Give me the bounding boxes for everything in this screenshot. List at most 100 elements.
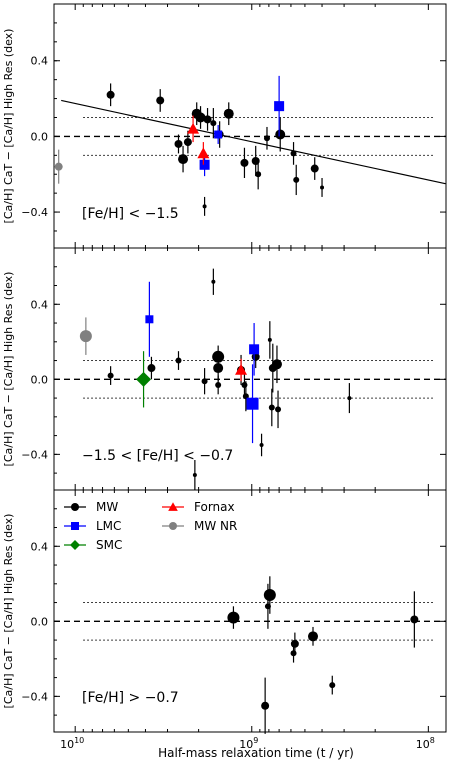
data-point	[271, 345, 282, 384]
point-marker	[106, 90, 115, 99]
point-marker	[308, 631, 319, 642]
legend-label: SMC	[96, 538, 122, 552]
y-tick-label: −0.4	[21, 690, 48, 703]
y-tick-label: 0.0	[31, 130, 49, 143]
point-marker	[178, 154, 189, 165]
point-marker	[147, 364, 156, 373]
data-point	[249, 323, 260, 376]
data-point	[241, 373, 248, 397]
data-point	[263, 576, 276, 614]
data-point	[308, 626, 319, 646]
point-marker	[290, 639, 299, 648]
data-point	[246, 364, 259, 444]
point-marker	[275, 129, 286, 140]
point-marker	[192, 472, 197, 477]
data-point	[261, 677, 270, 734]
point-marker	[54, 162, 63, 171]
fit-line	[61, 99, 446, 185]
point-marker	[268, 404, 275, 411]
data-point	[214, 125, 223, 144]
point-marker	[261, 701, 270, 710]
data-point	[79, 317, 92, 355]
legend-label: MW NR	[194, 519, 237, 533]
data-point	[215, 375, 222, 395]
x-tick-label: 1010	[60, 736, 84, 751]
point-marker	[310, 164, 319, 173]
point-marker	[274, 101, 285, 112]
data-point	[197, 142, 210, 165]
legend-marker	[70, 540, 80, 550]
point-marker	[255, 171, 262, 178]
panel-annotation: [Fe/H] > −0.7	[82, 690, 179, 706]
panel-2: 0.4 0.0 −0.4 [Ca/H] CaT − [Ca/H] High Res (…	[2, 247, 447, 491]
point-marker	[174, 139, 183, 148]
data-point	[211, 268, 216, 295]
data-point	[136, 351, 152, 408]
data-point	[106, 83, 115, 107]
point-marker	[183, 138, 192, 147]
data-point	[54, 149, 63, 184]
y-axis-label: [Ca/H] CaT − [Ca/H] High Res (dex)	[2, 272, 15, 467]
panel-1: 0.4 0.0 −0.4 [Ca/H] CaT − [Ca/H] High Res (…	[2, 3, 447, 249]
legend-marker	[71, 522, 79, 530]
data-point	[293, 164, 300, 196]
data-point	[202, 196, 207, 216]
data-point	[240, 147, 249, 179]
data-point	[175, 351, 182, 370]
point-marker	[214, 130, 223, 139]
point-marker	[175, 357, 182, 364]
point-marker	[136, 371, 152, 387]
legend-entry: MW NR	[162, 519, 237, 533]
data-point	[268, 388, 275, 427]
panel-3: 0.4 0.0 −0.4 [Ca/H] CaT − [Ca/H] High Res (…	[2, 489, 447, 734]
data-point	[235, 358, 248, 382]
point-marker	[79, 330, 92, 343]
point-marker	[290, 150, 297, 157]
point-marker	[271, 359, 282, 370]
legend-entry: Fornax	[162, 500, 235, 514]
y-tick-label: 0.4	[31, 540, 49, 553]
panels: 0.4 0.0 −0.4 [Ca/H] CaT − [Ca/H] High Res (…	[2, 3, 447, 751]
point-marker	[241, 381, 248, 388]
data-point	[329, 675, 336, 695]
legend: MW LMC SMC Fornax MW NR	[64, 500, 237, 552]
legend-label: MW	[96, 500, 118, 514]
point-marker	[195, 112, 206, 123]
point-marker	[197, 147, 210, 159]
point-marker	[107, 372, 114, 379]
point-marker	[145, 315, 154, 324]
point-marker	[227, 611, 240, 624]
point-marker	[267, 337, 272, 342]
point-marker	[263, 589, 276, 602]
x-tick-label: 108	[416, 736, 435, 751]
data-point	[195, 106, 206, 129]
data-point	[275, 390, 282, 429]
legend-entry: LMC	[64, 519, 121, 533]
data-point	[147, 356, 156, 380]
point-marker	[290, 650, 297, 657]
point-marker	[329, 682, 336, 689]
data-point	[192, 459, 197, 490]
y-tick-label: 0.0	[31, 615, 49, 628]
data-point	[156, 89, 165, 112]
point-marker	[187, 122, 200, 134]
legend-marker	[71, 503, 79, 511]
data-point	[178, 145, 189, 173]
panel-annotation: −1.5 < [Fe/H] < −0.7	[82, 448, 233, 464]
data-point	[227, 606, 240, 629]
y-axis-label: [Ca/H] CaT − [Ca/H] High Res (dex)	[2, 29, 15, 224]
panel-annotation: [Fe/H] < −1.5	[82, 206, 179, 222]
data-point	[267, 321, 272, 359]
legend-entry: SMC	[64, 538, 122, 552]
point-marker	[202, 204, 207, 209]
y-axis-label: [Ca/H] CaT − [Ca/H] High Res (dex)	[2, 514, 15, 709]
point-marker	[242, 393, 249, 400]
data-point	[263, 126, 270, 150]
data-point	[201, 368, 208, 395]
point-marker	[249, 344, 260, 355]
y-tick-label: 0.4	[31, 55, 49, 68]
point-marker	[213, 363, 224, 374]
legend-marker	[169, 522, 177, 530]
data-point	[183, 130, 192, 154]
